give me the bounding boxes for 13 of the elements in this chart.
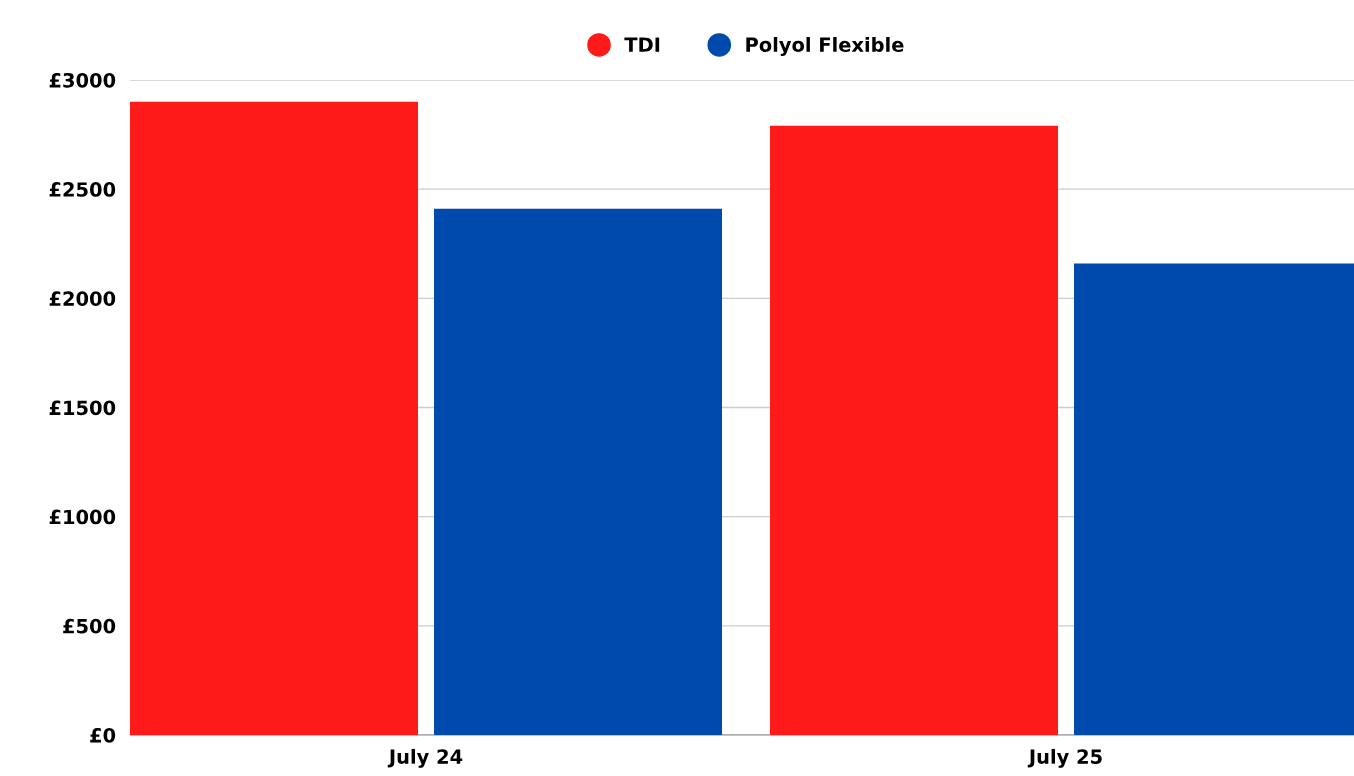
y-tick-label: £1000 (49, 509, 116, 525)
legend-label: TDI (624, 37, 660, 52)
y-tick-label: £2500 (49, 182, 116, 197)
y-tick-label: £500 (63, 618, 116, 634)
x-tick-label: July 25 (1027, 748, 1102, 768)
legend-label: Polyol Flexible (746, 36, 904, 56)
y-tick-label: £3000 (49, 72, 116, 88)
y-tick-label: £1500 (49, 400, 116, 416)
bar (130, 101, 418, 735)
x-tick-label: July 24 (387, 748, 463, 768)
y-tick-label: £0 (90, 727, 116, 743)
y-tick-label: £2000 (49, 291, 116, 306)
bar (770, 125, 1058, 735)
